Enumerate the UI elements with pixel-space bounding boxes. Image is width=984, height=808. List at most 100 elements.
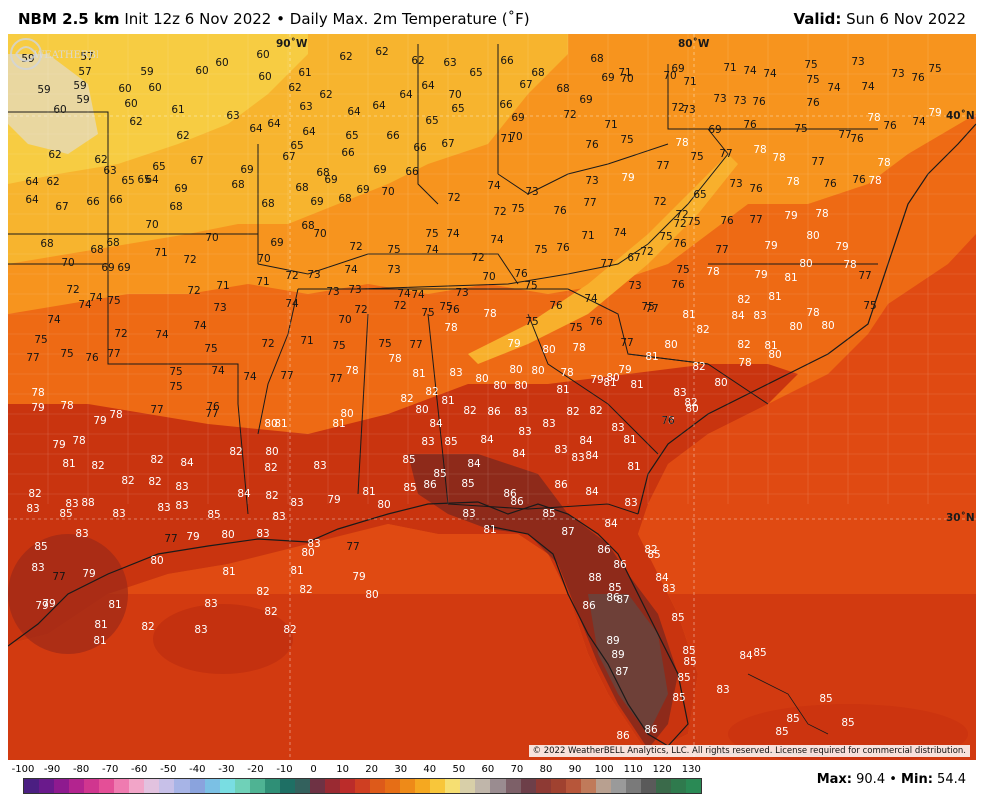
- svg-text:WEATHERBELL: WEATHERBELL: [34, 50, 98, 61]
- temp-label: 85: [542, 508, 556, 520]
- temp-label: 83: [175, 481, 189, 493]
- temp-label: 78: [345, 365, 359, 377]
- temp-label: 70: [663, 70, 677, 82]
- legend-color-swatch: [174, 779, 190, 793]
- temp-label: 82: [91, 460, 105, 472]
- temp-label: 75: [659, 231, 673, 243]
- land-peak: [588, 594, 668, 734]
- temp-label: 80: [377, 499, 391, 511]
- temp-label: 60: [124, 98, 138, 110]
- temp-label: 75: [687, 216, 701, 228]
- temp-label: 85: [819, 693, 833, 705]
- legend-tick-label: 120: [652, 764, 672, 775]
- temp-label: 77: [280, 370, 294, 382]
- legend-color-swatch: [610, 779, 626, 793]
- temp-label: 82: [265, 490, 279, 502]
- temp-label: 71: [300, 335, 314, 347]
- temp-label: 81: [483, 524, 497, 536]
- temp-label: 67: [519, 79, 533, 91]
- temp-label: 82: [566, 406, 580, 418]
- temp-label: 66: [500, 55, 514, 67]
- temp-label: 82: [589, 405, 603, 417]
- temp-label: 69: [117, 262, 131, 274]
- temp-label: 76: [556, 242, 570, 254]
- temp-label: 88: [81, 497, 95, 509]
- temp-label: 81: [784, 272, 798, 284]
- legend-color-swatch: [355, 779, 371, 793]
- temp-label: 73: [525, 186, 539, 198]
- legend-color-swatch: [324, 779, 340, 793]
- temp-label: 72: [393, 300, 407, 312]
- temp-label: 75: [641, 301, 655, 313]
- temp-label: 80: [150, 555, 164, 567]
- temp-label: 77: [583, 197, 597, 209]
- legend-tick-label: 110: [623, 764, 643, 775]
- temp-label: 70: [381, 186, 395, 198]
- legend-tick-label: -30: [218, 764, 235, 775]
- temp-label: 77: [205, 408, 219, 420]
- temp-label: 73: [682, 104, 696, 116]
- legend-tick-label: 100: [594, 764, 614, 775]
- temp-label: 61: [171, 104, 185, 116]
- valid-date: Sun 6 Nov 2022: [846, 10, 966, 28]
- temp-label: 62: [46, 176, 60, 188]
- temp-label: 75: [534, 244, 548, 256]
- temp-label: 76: [752, 96, 766, 108]
- temp-label: 89: [611, 649, 625, 661]
- temp-label: 77: [749, 214, 763, 226]
- temp-label: 83: [26, 503, 40, 515]
- temp-label: 77: [645, 303, 659, 315]
- temp-label: 78: [738, 357, 752, 369]
- temp-label: 68: [261, 198, 275, 210]
- temp-label: 84: [429, 418, 443, 430]
- temp-label: 75: [387, 244, 401, 256]
- temp-label: 84: [739, 650, 753, 662]
- temp-label: 60: [256, 49, 270, 61]
- legend-tick-label: 70: [510, 764, 524, 775]
- temp-label: 75: [425, 228, 439, 240]
- temp-label: 80: [714, 377, 728, 389]
- temp-label: 71: [216, 280, 230, 292]
- temp-label: 84: [180, 457, 194, 469]
- temp-label: 78: [877, 157, 891, 169]
- temp-label: 85: [444, 436, 458, 448]
- temp-label: 82: [684, 397, 698, 409]
- temp-label: 79: [31, 402, 45, 414]
- temp-label: 72: [187, 285, 201, 297]
- temp-label: 82: [141, 621, 155, 633]
- temp-label: 81: [93, 635, 107, 647]
- legend-tick-label: 40: [423, 764, 437, 775]
- temperature-map[interactable]: 90˚W 80˚W 40˚N 30˚N 59 57 57 59 60 60 60 62 62 62…: [8, 34, 976, 760]
- temp-label: 79: [327, 494, 341, 506]
- legend-color-swatch: [686, 779, 702, 793]
- max-min-readout: Max: 90.4 • Min: 54.4: [817, 772, 966, 787]
- temp-label: 83: [449, 367, 463, 379]
- temp-label: 76: [720, 215, 734, 227]
- temp-label: 81: [556, 384, 570, 396]
- temp-label: 60: [148, 82, 162, 94]
- temp-label: 76: [553, 205, 567, 217]
- temp-label: 68: [106, 237, 120, 249]
- temp-label: 77: [409, 339, 423, 351]
- legend-color-swatch: [520, 779, 536, 793]
- temp-label: 67: [282, 151, 296, 163]
- temp-label: 79: [42, 598, 56, 610]
- temp-label: 77: [164, 533, 178, 545]
- temp-label: 61: [298, 67, 312, 79]
- temp-label: 64: [25, 194, 39, 206]
- temp-label: 66: [499, 99, 513, 111]
- temp-label: 81: [630, 379, 644, 391]
- temp-label: 77: [329, 373, 343, 385]
- legend-tick-label: -40: [189, 764, 206, 775]
- temp-label: 76: [749, 183, 763, 195]
- min-value: 54.4: [937, 772, 966, 787]
- legend-color-swatch: [475, 779, 491, 793]
- temp-label: 78: [867, 112, 881, 124]
- temp-label: 79: [93, 415, 107, 427]
- legend-color-swatch: [655, 779, 672, 793]
- temp-label: 82: [696, 324, 710, 336]
- temp-label: 76: [850, 133, 864, 145]
- temp-label: 81: [764, 340, 778, 352]
- temp-label: 74: [584, 293, 598, 305]
- temp-label: 66: [386, 130, 400, 142]
